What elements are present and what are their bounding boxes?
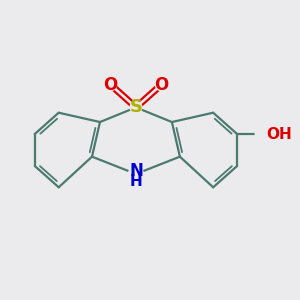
Circle shape — [128, 167, 143, 182]
Text: S: S — [129, 98, 142, 116]
Text: OH: OH — [266, 127, 292, 142]
Text: O: O — [154, 76, 168, 94]
Circle shape — [105, 79, 116, 91]
Circle shape — [130, 101, 142, 113]
Text: O: O — [103, 76, 118, 94]
Text: H: H — [130, 175, 142, 190]
Text: N: N — [129, 162, 143, 180]
Circle shape — [155, 79, 167, 91]
Circle shape — [255, 125, 272, 142]
